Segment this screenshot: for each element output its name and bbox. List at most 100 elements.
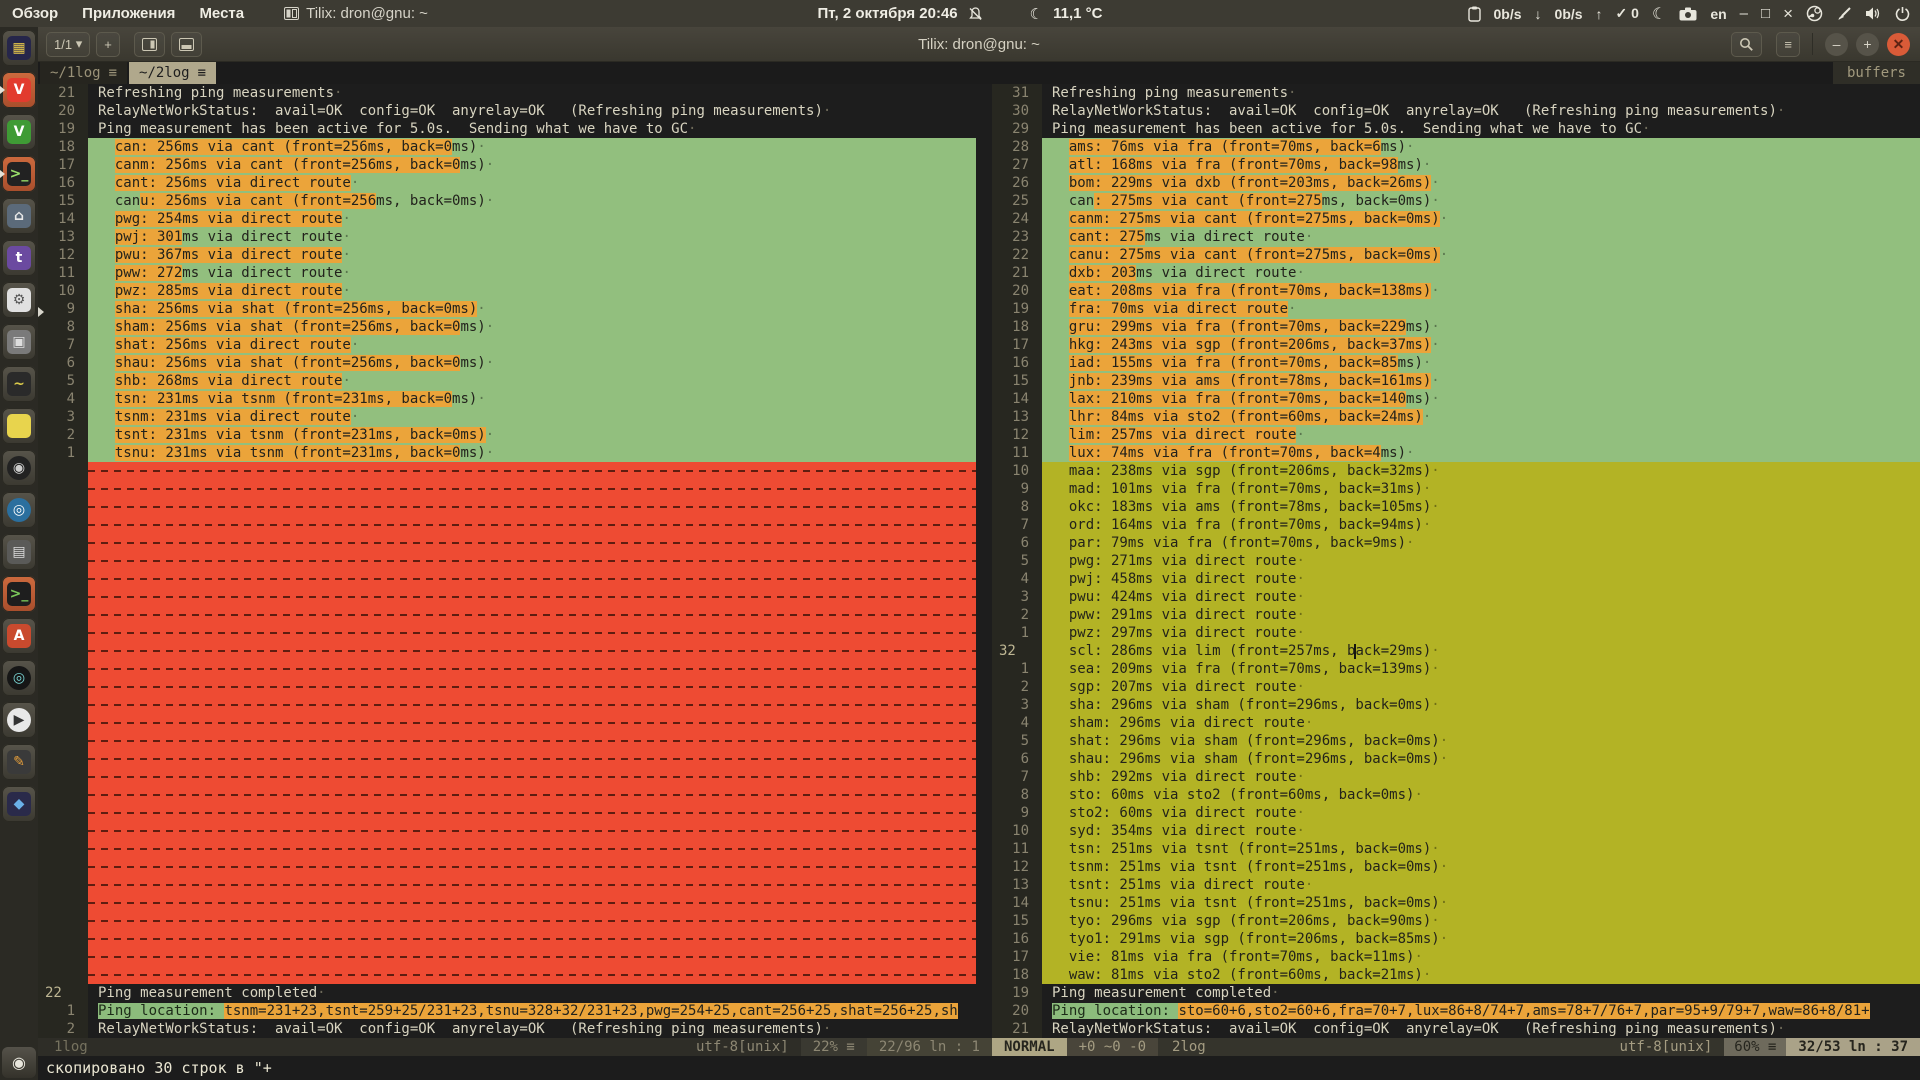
filler-dashes	[88, 534, 976, 552]
screenshot-camera-icon[interactable]	[1679, 7, 1697, 21]
nightlight-moon-icon[interactable]: ☾	[1651, 5, 1667, 23]
dock-item-red-a-app[interactable]: A	[0, 615, 38, 657]
text-segment	[1052, 301, 1069, 317]
log-line-text: atl: 168ms via fra (front=70ms, back=98m…	[1042, 156, 1920, 174]
split-down-button[interactable]	[170, 31, 202, 57]
log-line: 26 bom: 229ms via dxb (front=203ms, back…	[992, 174, 1920, 192]
text-segment: ·	[1296, 625, 1305, 641]
log-line: 30 RelayNetWorkStatus: avail=OK config=OK…	[992, 102, 1920, 120]
dock-item-vivaldi-browser[interactable]: V	[0, 69, 38, 111]
log-line: 3 pwu: 424ms via direct route·	[992, 588, 1920, 606]
dash-pattern	[88, 740, 976, 742]
dock-item-twitch[interactable]: t	[0, 237, 38, 279]
session-selector-button[interactable]: 1/1 ▾	[46, 31, 91, 57]
pane-divider[interactable]	[976, 84, 992, 1038]
text-segment	[1052, 157, 1069, 173]
volume-icon[interactable]	[1865, 6, 1882, 21]
window-maximize-icon[interactable]: □	[1761, 5, 1771, 22]
maximize-button[interactable]: +	[1856, 32, 1879, 56]
dock-item-palette-app[interactable]: ◆	[0, 783, 38, 825]
pane-1log[interactable]: 21 Refreshing ping measurements· 20 RelayNe…	[38, 84, 976, 1038]
dock-item-circuit-board[interactable]: ▦	[0, 27, 38, 69]
window-close-icon[interactable]: ×	[1783, 3, 1793, 23]
menu-overview[interactable]: Обзор	[12, 5, 59, 22]
log-line-text: shau: 256ms via shat (front=256ms, back=…	[88, 354, 976, 372]
bottom-left-app-icon[interactable]: ◉	[2, 1047, 36, 1078]
line-number: 5	[38, 372, 88, 390]
text-segment: ms)	[1406, 391, 1432, 407]
text-segment: ·	[342, 265, 351, 281]
menu-places[interactable]: Места	[199, 5, 245, 22]
window-minimize-icon[interactable]: –	[1739, 5, 1748, 22]
check-updates-icon[interactable]: ✓ 0	[1615, 5, 1639, 21]
text-segment: ·	[477, 391, 486, 407]
camera-app-glyph: ◎	[7, 498, 31, 522]
pane-2log[interactable]: 31 Refreshing ping measurements· 30 RelayNe…	[992, 84, 1920, 1038]
dock-item-play-circle-app[interactable]: ▶	[0, 699, 38, 741]
search-button[interactable]	[1731, 31, 1763, 57]
dock-item-system-monitor[interactable]: ~	[0, 363, 38, 405]
dock-item-camera-app[interactable]: ◎	[0, 489, 38, 531]
filler-dashes	[88, 696, 976, 714]
new-session-button[interactable]: +	[96, 31, 120, 57]
diff-changed-text: tsnt: 231ms via tsnm (front=231ms, back=…	[114, 427, 486, 443]
split-right-button[interactable]	[133, 31, 165, 57]
text-segment	[98, 157, 115, 173]
terminal-monitor-glyph: >_	[7, 582, 31, 606]
text-segment	[1052, 283, 1069, 299]
text-segment	[1052, 409, 1069, 425]
net-down-speed[interactable]: 0b/s	[1493, 5, 1522, 22]
dock-item-files-home[interactable]: ⌂	[0, 195, 38, 237]
power-icon[interactable]	[1895, 6, 1910, 21]
statusline-1log: 1log utf-8[unix] 22% ≡ 22/96 ln : 1	[38, 1038, 992, 1056]
line-number: 7	[992, 768, 1042, 786]
clipboard-icon[interactable]	[1467, 6, 1481, 22]
net-up-speed[interactable]: 0b/s	[1554, 5, 1583, 22]
clock-weather-group[interactable]: Пт, 2 октября 20:46 ☾ 11,1 °C	[818, 5, 1103, 23]
deleted-filler-line	[38, 786, 976, 804]
log-line-text: lux: 74ms via fra (front=70ms, back=4ms)…	[1042, 444, 1920, 462]
close-button[interactable]: ✕	[1887, 32, 1910, 56]
tab-2log[interactable]: ~/2log ≡	[129, 62, 217, 84]
tab-1log[interactable]: ~/1log ≡	[40, 62, 128, 84]
filler-dashes	[88, 840, 976, 858]
text-segment: RelayNetWorkStatus: avail=OK config=OK a…	[98, 103, 823, 119]
dock-item-window-grid[interactable]: ▤	[0, 531, 38, 573]
keyboard-layout-indicator[interactable]: en	[1710, 5, 1727, 22]
diff-changed-text: u: 256ms via cant (front=256	[140, 193, 377, 209]
dock-item-lens-app[interactable]: ◎	[0, 657, 38, 699]
dock-item-tilix-terminal[interactable]: >_	[0, 153, 38, 195]
text-segment: ms)	[460, 445, 486, 461]
clock-label[interactable]: Пт, 2 октября 20:46	[817, 5, 958, 22]
temperature-label[interactable]: 11,1 °C	[1053, 5, 1103, 22]
dock-item-gvim[interactable]: V	[0, 111, 38, 153]
menu-applications[interactable]: Приложения	[82, 5, 176, 22]
line-number: 14	[992, 390, 1042, 408]
text-segment: tsnt: 251ms via direct route	[1052, 877, 1305, 893]
dock-item-media-disc[interactable]: ◉	[0, 447, 38, 489]
dock-item-sticky-notes[interactable]	[0, 405, 38, 447]
log-line-text: pwg: 254ms via direct route·	[88, 210, 976, 228]
menu-button[interactable]: ≡	[1776, 31, 1800, 57]
line-number: 5	[992, 732, 1042, 750]
circuit-board-glyph: ▦	[7, 36, 31, 60]
line-number: 6	[992, 534, 1042, 552]
minimize-button[interactable]: –	[1825, 32, 1848, 56]
text-segment	[98, 409, 115, 425]
dock-item-boxes[interactable]: ▣	[0, 321, 38, 363]
text-segment: ·	[1431, 283, 1440, 299]
log-line: 31 Refreshing ping measurements·	[992, 84, 1920, 102]
diff-changed-text: sto=60+6,sto2=60+6,fra=70+7,lux=86+8/74+…	[1178, 1003, 1870, 1019]
dock-item-terminal-monitor[interactable]: >_	[0, 573, 38, 615]
paintbrush-icon[interactable]	[1836, 6, 1852, 22]
steam-icon[interactable]	[1806, 5, 1823, 22]
dock-item-marker-pen[interactable]: ✎	[0, 741, 38, 783]
focused-app-indicator[interactable]: Tilix: dron@gnu: ~	[284, 5, 428, 22]
line-number: 4	[992, 714, 1042, 732]
buffers-label: buffers	[1832, 62, 1920, 84]
text-segment	[98, 445, 115, 461]
log-line: 18 can: 256ms via cant (front=256ms, bac…	[38, 138, 976, 156]
log-line-text: Ping measurement completed·	[88, 984, 976, 1002]
dock-item-tweaks[interactable]: ⚙	[0, 279, 38, 321]
log-line: 12 lim: 257ms via direct route·	[992, 426, 1920, 444]
